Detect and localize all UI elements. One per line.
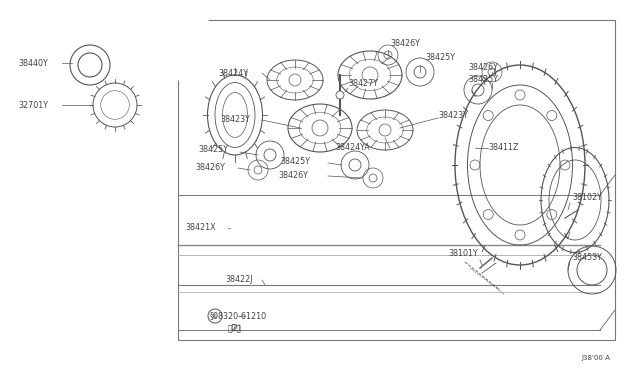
Text: 38425Y: 38425Y bbox=[468, 76, 498, 84]
Text: 38426Y: 38426Y bbox=[195, 163, 225, 171]
Text: 38425Y: 38425Y bbox=[425, 54, 455, 62]
Text: 38425Y: 38425Y bbox=[280, 157, 310, 167]
Text: (2): (2) bbox=[230, 324, 241, 333]
Text: 32701Y: 32701Y bbox=[18, 100, 48, 109]
Text: 38424YA: 38424YA bbox=[335, 144, 370, 153]
Text: 38423Y: 38423Y bbox=[438, 110, 468, 119]
Text: 38426Y: 38426Y bbox=[390, 38, 420, 48]
Text: 38101Y: 38101Y bbox=[448, 248, 477, 257]
Text: 38423Y: 38423Y bbox=[220, 115, 250, 125]
Circle shape bbox=[312, 120, 328, 136]
Circle shape bbox=[362, 67, 378, 83]
Text: 38426Y: 38426Y bbox=[468, 64, 498, 73]
Circle shape bbox=[336, 91, 344, 99]
Text: 38424Y: 38424Y bbox=[218, 68, 248, 77]
Text: 38453Y: 38453Y bbox=[572, 253, 602, 263]
Text: 38102Y: 38102Y bbox=[572, 193, 602, 202]
Text: 38426Y: 38426Y bbox=[278, 171, 308, 180]
Text: 38422J: 38422J bbox=[225, 276, 253, 285]
Text: J38'00 A: J38'00 A bbox=[581, 355, 610, 361]
Text: 38411Z: 38411Z bbox=[488, 144, 518, 153]
Text: 38421X: 38421X bbox=[185, 224, 216, 232]
Text: 。2）: 。2） bbox=[228, 324, 242, 333]
Text: 38440Y: 38440Y bbox=[18, 58, 48, 67]
Text: §08320-61210: §08320-61210 bbox=[210, 311, 267, 321]
Circle shape bbox=[379, 124, 391, 136]
Circle shape bbox=[289, 74, 301, 86]
Text: 38427Y: 38427Y bbox=[348, 78, 378, 87]
Text: S: S bbox=[213, 314, 217, 318]
Text: 38425Y: 38425Y bbox=[198, 145, 228, 154]
